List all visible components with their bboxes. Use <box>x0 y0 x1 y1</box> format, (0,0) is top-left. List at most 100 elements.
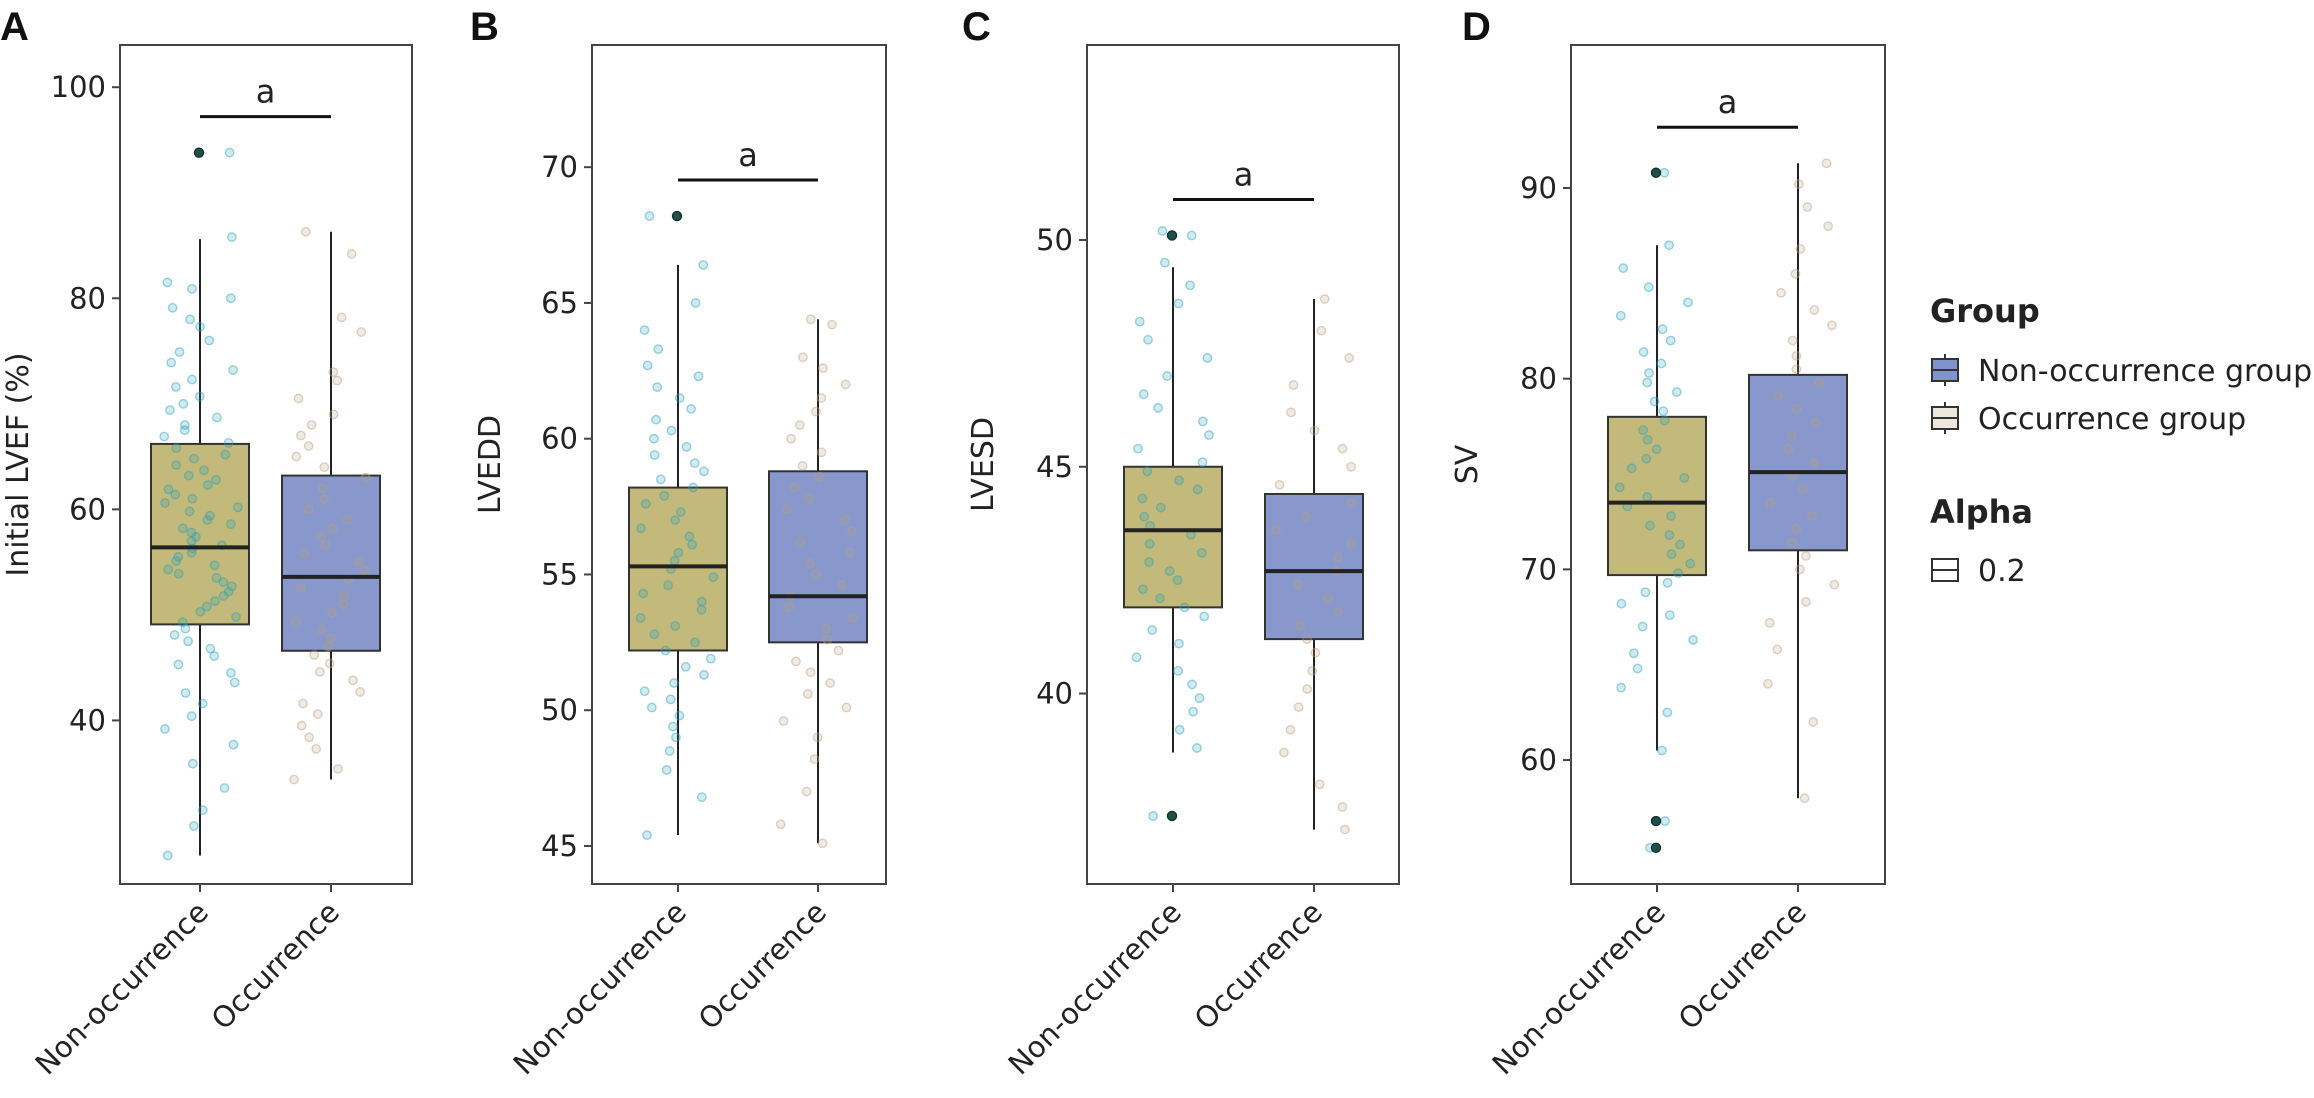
legend-alpha-title: Alpha <box>1930 493 2033 531</box>
data-point <box>1801 596 1811 607</box>
data-point <box>1765 497 1776 508</box>
data-point <box>1764 617 1775 628</box>
data-point <box>844 547 855 558</box>
data-point <box>803 689 813 699</box>
data-point <box>178 398 189 409</box>
data-point <box>1626 463 1637 474</box>
data-point <box>1179 602 1190 613</box>
box-occurrence <box>1264 294 1364 835</box>
data-point <box>319 493 330 504</box>
data-point <box>1174 724 1185 735</box>
data-point <box>223 437 234 448</box>
data-point <box>690 637 700 648</box>
legend-key-non-occurrence <box>1931 354 1959 386</box>
data-point <box>652 382 663 393</box>
data-point <box>171 556 182 566</box>
data-point <box>1638 425 1649 436</box>
box-occurrence <box>768 314 868 849</box>
data-point <box>840 379 851 390</box>
data-point <box>1307 665 1318 676</box>
data-point <box>212 412 222 423</box>
data-point <box>1659 167 1670 178</box>
data-point <box>636 523 646 534</box>
data-point <box>339 590 349 601</box>
data-point <box>177 617 188 628</box>
data-point <box>649 450 660 460</box>
data-point <box>204 335 215 346</box>
data-point <box>1148 811 1159 821</box>
data-point <box>670 732 681 743</box>
y-tick-label: 50 <box>541 693 578 727</box>
data-point <box>323 641 333 652</box>
data-point <box>1791 364 1802 375</box>
data-point <box>1795 564 1805 575</box>
x-tick-label: Non-occurrence <box>507 895 693 1081</box>
data-point <box>697 792 707 803</box>
data-point <box>296 720 307 731</box>
data-point <box>225 293 236 304</box>
data-point <box>669 678 679 688</box>
data-point <box>1642 434 1653 445</box>
data-point <box>1174 638 1184 649</box>
data-point <box>1274 480 1285 490</box>
data-point <box>309 650 320 660</box>
data-point <box>644 211 655 221</box>
y-tick-label: 80 <box>1520 362 1557 396</box>
data-point <box>1801 551 1811 561</box>
data-point <box>180 420 190 430</box>
data-point <box>162 277 173 288</box>
data-point <box>289 774 299 785</box>
legend-label: Occurrence group <box>1978 402 2246 437</box>
data-point <box>1197 457 1208 468</box>
data-point <box>801 786 812 797</box>
data-point <box>303 441 314 451</box>
data-point <box>651 414 661 425</box>
data-point <box>186 547 197 558</box>
data-point <box>159 431 170 442</box>
data-point <box>1658 406 1669 417</box>
data-point <box>169 630 180 640</box>
outlier-point <box>1166 810 1178 822</box>
y-tick-label: 45 <box>1036 450 1073 484</box>
y-tick-label: 80 <box>69 281 106 315</box>
data-point <box>655 474 666 485</box>
data-point <box>1657 324 1668 335</box>
data-point <box>668 721 678 732</box>
data-point <box>638 588 649 599</box>
data-point <box>1664 530 1675 540</box>
box-iqr <box>1264 492 1364 641</box>
data-point <box>1153 402 1163 413</box>
data-point <box>1286 407 1296 418</box>
data-point <box>197 805 208 816</box>
data-point <box>359 565 370 576</box>
data-point <box>1295 620 1305 631</box>
data-point <box>226 581 237 592</box>
data-point <box>1787 335 1798 346</box>
data-point <box>1618 263 1629 273</box>
box-iqr <box>1123 465 1223 609</box>
data-point <box>1204 430 1214 440</box>
data-point <box>1337 443 1348 454</box>
data-point <box>848 613 858 623</box>
data-point <box>827 319 837 330</box>
data-point <box>804 493 815 504</box>
data-point <box>1640 587 1651 598</box>
data-point <box>833 645 844 656</box>
data-point <box>1337 802 1348 812</box>
data-point <box>790 482 801 493</box>
data-point <box>1192 743 1202 753</box>
data-point <box>312 709 323 719</box>
data-point <box>219 783 230 793</box>
data-point <box>797 352 808 363</box>
plot-frame <box>1086 44 1400 885</box>
outlier-point <box>193 147 205 158</box>
outlier-point <box>1166 230 1178 241</box>
y-axis-title: Initial LVEF (%) <box>1 352 36 576</box>
data-point <box>1188 706 1199 717</box>
data-point <box>218 577 229 588</box>
y-axis-title: SV <box>1450 444 1485 484</box>
data-point <box>688 482 699 493</box>
panel-a: A Initial LVEF (%) 40 60 80 100 Non-occurrence… <box>0 5 413 1081</box>
outlier-point <box>1650 842 1662 853</box>
